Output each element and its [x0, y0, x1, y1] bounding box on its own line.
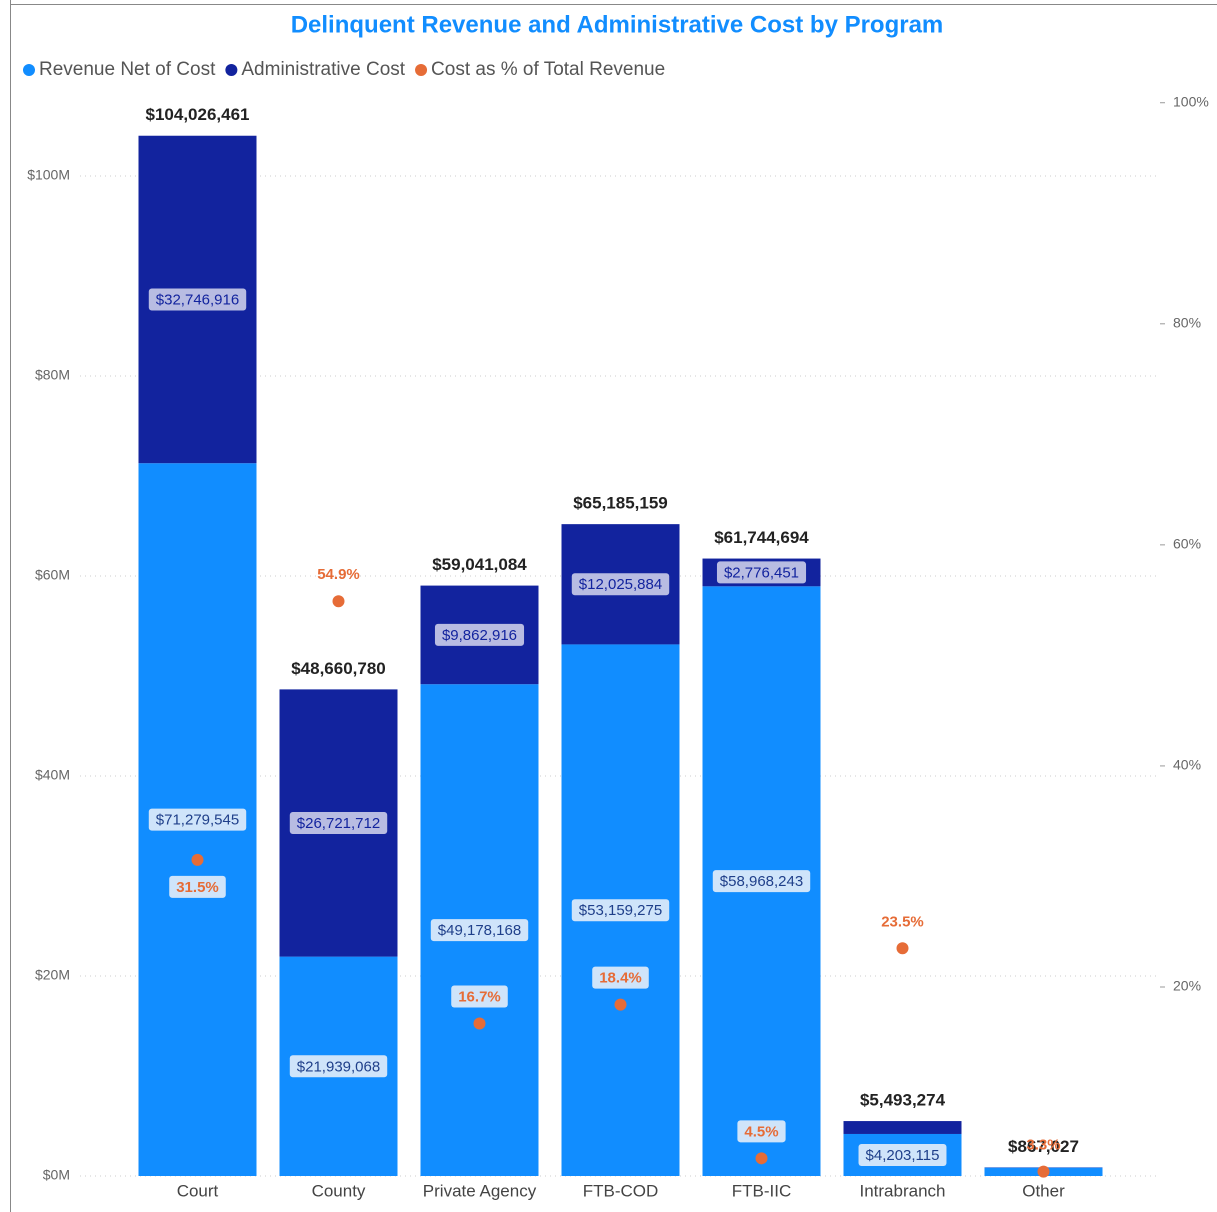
y-tick-label: $20M	[35, 967, 70, 983]
legend-swatch	[225, 64, 238, 76]
x-tick-label: Intrabranch	[860, 1181, 946, 1200]
segment-label-box	[712, 870, 811, 893]
bar-segment	[843, 1121, 962, 1134]
cost-label: 3.3%	[1026, 1137, 1060, 1154]
total-label: $867,027	[1008, 1137, 1079, 1156]
cost-label: 4.5%	[744, 1123, 778, 1140]
segment-label: $49,178,168	[438, 922, 521, 939]
cost-label: 54.9%	[317, 566, 360, 583]
total-label: $48,660,780	[291, 659, 386, 678]
segment-label-box	[571, 573, 670, 596]
legend: Revenue Net of Cost Administrative Cost Co…	[23, 59, 665, 80]
y-tick-label: $40M	[35, 767, 70, 783]
total-label: $65,185,159	[573, 494, 668, 513]
legend-label: Cost as % of Total Revenue	[431, 59, 665, 80]
segment-label-box	[148, 288, 247, 311]
segment-label: $21,939,068	[297, 1058, 380, 1075]
y2-tick-label: 80%	[1173, 315, 1201, 331]
y-tick-label: $0M	[43, 1167, 70, 1183]
cost-label: 16.7%	[458, 988, 501, 1005]
legend-swatch	[23, 64, 35, 76]
segment-label: $26,721,712	[297, 815, 380, 832]
segment-label: $58,968,243	[720, 873, 803, 890]
segment-label-box	[148, 808, 247, 831]
cost-point	[191, 853, 204, 866]
x-tick-label: Court	[177, 1181, 219, 1200]
x-tick-label: Other	[1022, 1181, 1065, 1200]
total-label: $5,493,274	[860, 1091, 946, 1110]
cost-point	[614, 998, 627, 1011]
cost-label: 18.4%	[599, 970, 642, 987]
segment-label: $53,159,275	[579, 902, 662, 919]
segment-label-box	[289, 812, 388, 835]
cost-label-box	[592, 966, 649, 989]
segment-label: $12,025,884	[579, 576, 662, 593]
segment-label-box	[434, 623, 525, 646]
segment-label-box	[430, 919, 529, 942]
segment-label: $9,862,916	[442, 627, 517, 644]
total-label: $61,744,694	[714, 528, 809, 547]
segment-label-box	[289, 1055, 388, 1078]
cost-label-box	[451, 985, 508, 1008]
x-tick-label: FTB-IIC	[732, 1181, 792, 1200]
cost-label-box	[737, 1120, 786, 1143]
y-tick-label: $60M	[35, 567, 70, 583]
y2-tick-label: 60%	[1173, 536, 1201, 552]
total-label: $104,026,461	[146, 105, 250, 124]
segment-label: $32,746,916	[156, 291, 239, 308]
cost-point	[332, 595, 345, 608]
y2-tick-label: 100%	[1173, 93, 1209, 109]
cost-label-box	[169, 875, 226, 898]
legend-swatch	[415, 64, 428, 76]
segment-label-box	[716, 561, 807, 584]
y-tick-label: $80M	[35, 367, 70, 383]
segment-label-box	[571, 899, 670, 922]
segment-label: $4,203,115	[866, 1147, 940, 1164]
y2-tick-label: 20%	[1173, 978, 1201, 994]
cost-point	[896, 942, 909, 955]
cost-point	[1037, 1165, 1050, 1178]
cost-point	[755, 1152, 768, 1165]
y-tick-label: $100M	[27, 167, 70, 183]
x-tick-label: Private Agency	[423, 1181, 537, 1200]
cost-label: 31.5%	[176, 879, 219, 896]
x-tick-label: FTB-COD	[583, 1181, 659, 1200]
legend-label: Administrative Cost	[241, 59, 405, 80]
chart-title: Delinquent Revenue and Administrative Co…	[291, 11, 944, 38]
total-label: $59,041,084	[432, 555, 527, 574]
segment-label: $71,279,545	[156, 812, 239, 829]
legend-label: Revenue Net of Cost	[39, 59, 216, 80]
segment-label: $2,776,451	[724, 564, 799, 581]
x-tick-label: County	[312, 1181, 366, 1200]
cost-label: 23.5%	[881, 913, 924, 930]
segment-label-box	[858, 1143, 947, 1166]
cost-point	[473, 1017, 486, 1030]
y2-tick-label: 40%	[1173, 757, 1201, 773]
